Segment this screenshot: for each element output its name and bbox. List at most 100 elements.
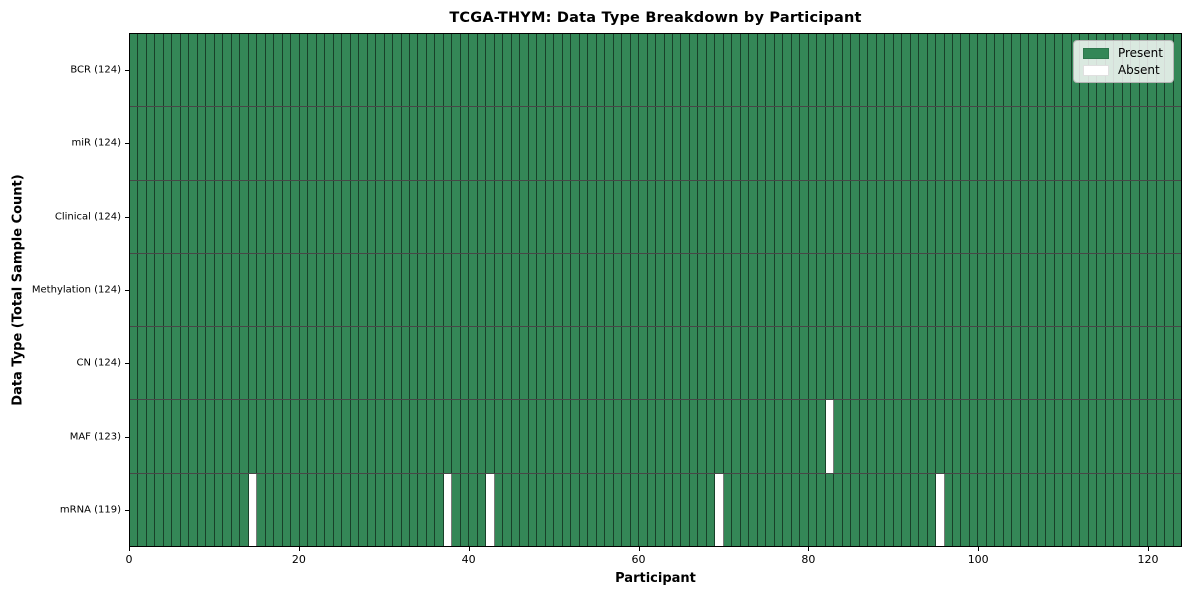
heatmap-cell xyxy=(986,400,996,473)
heatmap-cell xyxy=(876,253,886,327)
heatmap-cell xyxy=(333,473,343,546)
y-tick-mark xyxy=(125,143,129,145)
heatmap-cell xyxy=(367,107,377,180)
heatmap-cell xyxy=(452,253,461,327)
heatmap-cell xyxy=(189,107,198,180)
heatmap-cell xyxy=(715,107,724,180)
heatmap-cell xyxy=(952,34,962,107)
heatmap-cell xyxy=(673,107,682,180)
heatmap-cell xyxy=(325,473,334,546)
heatmap-cell xyxy=(817,253,826,327)
heatmap-cell xyxy=(189,253,198,327)
heatmap-cell xyxy=(401,253,410,327)
heatmap-cell xyxy=(325,34,334,107)
heatmap-cell xyxy=(740,34,750,107)
heatmap-cell xyxy=(927,107,937,180)
heatmap-cell xyxy=(554,327,563,400)
heatmap-cell xyxy=(1139,180,1149,253)
heatmap-cell xyxy=(1122,253,1132,327)
heatmap-cell xyxy=(528,107,538,180)
heatmap-cell xyxy=(834,400,843,473)
heatmap-cell xyxy=(477,107,487,180)
heatmap-cell xyxy=(749,327,758,400)
heatmap-cell xyxy=(1063,400,1072,473)
heatmap-cell xyxy=(757,34,767,107)
heatmap-cell xyxy=(418,107,427,180)
heatmap-cell xyxy=(350,327,360,400)
heatmap-cell xyxy=(842,473,852,546)
heatmap-cell xyxy=(384,400,394,473)
heatmap-cell xyxy=(376,473,385,546)
heatmap-cell xyxy=(630,34,640,107)
heatmap-cell xyxy=(689,327,699,400)
heatmap-cell xyxy=(1080,253,1089,327)
heatmap-cell xyxy=(223,253,232,327)
heatmap-cell xyxy=(1148,253,1157,327)
heatmap-cell xyxy=(257,34,266,107)
heatmap-cell xyxy=(783,253,792,327)
y-tick-mark xyxy=(125,69,129,71)
heatmap-cell xyxy=(163,473,173,546)
heatmap-cell xyxy=(706,253,716,327)
heatmap-cell xyxy=(426,473,436,546)
heatmap-cell xyxy=(138,107,147,180)
heatmap-cell xyxy=(367,180,377,253)
heatmap-cell xyxy=(740,253,750,327)
heatmap-cell xyxy=(596,400,606,473)
heatmap-cell xyxy=(342,327,351,400)
heatmap-cell xyxy=(1131,253,1140,327)
heatmap-cell xyxy=(520,400,529,473)
heatmap-cell xyxy=(944,400,953,473)
heatmap-cell xyxy=(952,253,962,327)
heatmap-cell xyxy=(766,400,775,473)
heatmap-cell xyxy=(927,473,937,546)
heatmap-cell xyxy=(605,107,614,180)
heatmap-cell xyxy=(180,107,190,180)
heatmap-cell xyxy=(910,34,920,107)
heatmap-cell xyxy=(1097,107,1106,180)
heatmap-cell xyxy=(130,327,139,400)
y-tick-mark xyxy=(125,290,129,291)
heatmap-cell xyxy=(995,327,1004,400)
heatmap-cell xyxy=(494,400,504,473)
heatmap-cell xyxy=(647,400,657,473)
heatmap-cell xyxy=(808,107,818,180)
heatmap-cell xyxy=(1173,400,1182,473)
heatmap-cell xyxy=(842,400,852,473)
heatmap-cell xyxy=(842,327,852,400)
heatmap-cell xyxy=(494,180,504,253)
heatmap-cell xyxy=(774,400,784,473)
heatmap-cell xyxy=(927,400,937,473)
heatmap-cell xyxy=(409,473,419,546)
heatmap-cell xyxy=(978,180,987,253)
heatmap-cell xyxy=(715,473,724,546)
heatmap-cell xyxy=(986,253,996,327)
heatmap-cell xyxy=(274,473,283,546)
heatmap-cell xyxy=(452,107,461,180)
heatmap-cell xyxy=(180,327,190,400)
heatmap-cell xyxy=(520,473,529,546)
heatmap-cell xyxy=(579,253,589,327)
heatmap-cell xyxy=(401,400,410,473)
heatmap-cell xyxy=(639,327,648,400)
heatmap-cell xyxy=(325,400,334,473)
heatmap-cell xyxy=(893,327,903,400)
heatmap-cell xyxy=(452,400,461,473)
heatmap-cell xyxy=(808,473,818,546)
heatmap-cell xyxy=(791,34,801,107)
x-axis-label: Participant xyxy=(615,571,696,586)
heatmap-cell xyxy=(1020,34,1030,107)
heatmap-cell xyxy=(944,34,953,107)
heatmap-row-clinical xyxy=(130,180,1182,254)
heatmap-cell xyxy=(715,400,724,473)
heatmap-cell xyxy=(952,107,962,180)
heatmap-cell xyxy=(851,473,860,546)
heatmap-cell xyxy=(1122,400,1132,473)
heatmap-cell xyxy=(138,327,147,400)
heatmap-cell xyxy=(1131,107,1140,180)
heatmap-cell xyxy=(706,34,716,107)
heatmap-cell xyxy=(698,180,707,253)
heatmap-cell xyxy=(1046,400,1055,473)
x-tick-label: 100 xyxy=(967,553,989,566)
heatmap-cell xyxy=(673,253,682,327)
